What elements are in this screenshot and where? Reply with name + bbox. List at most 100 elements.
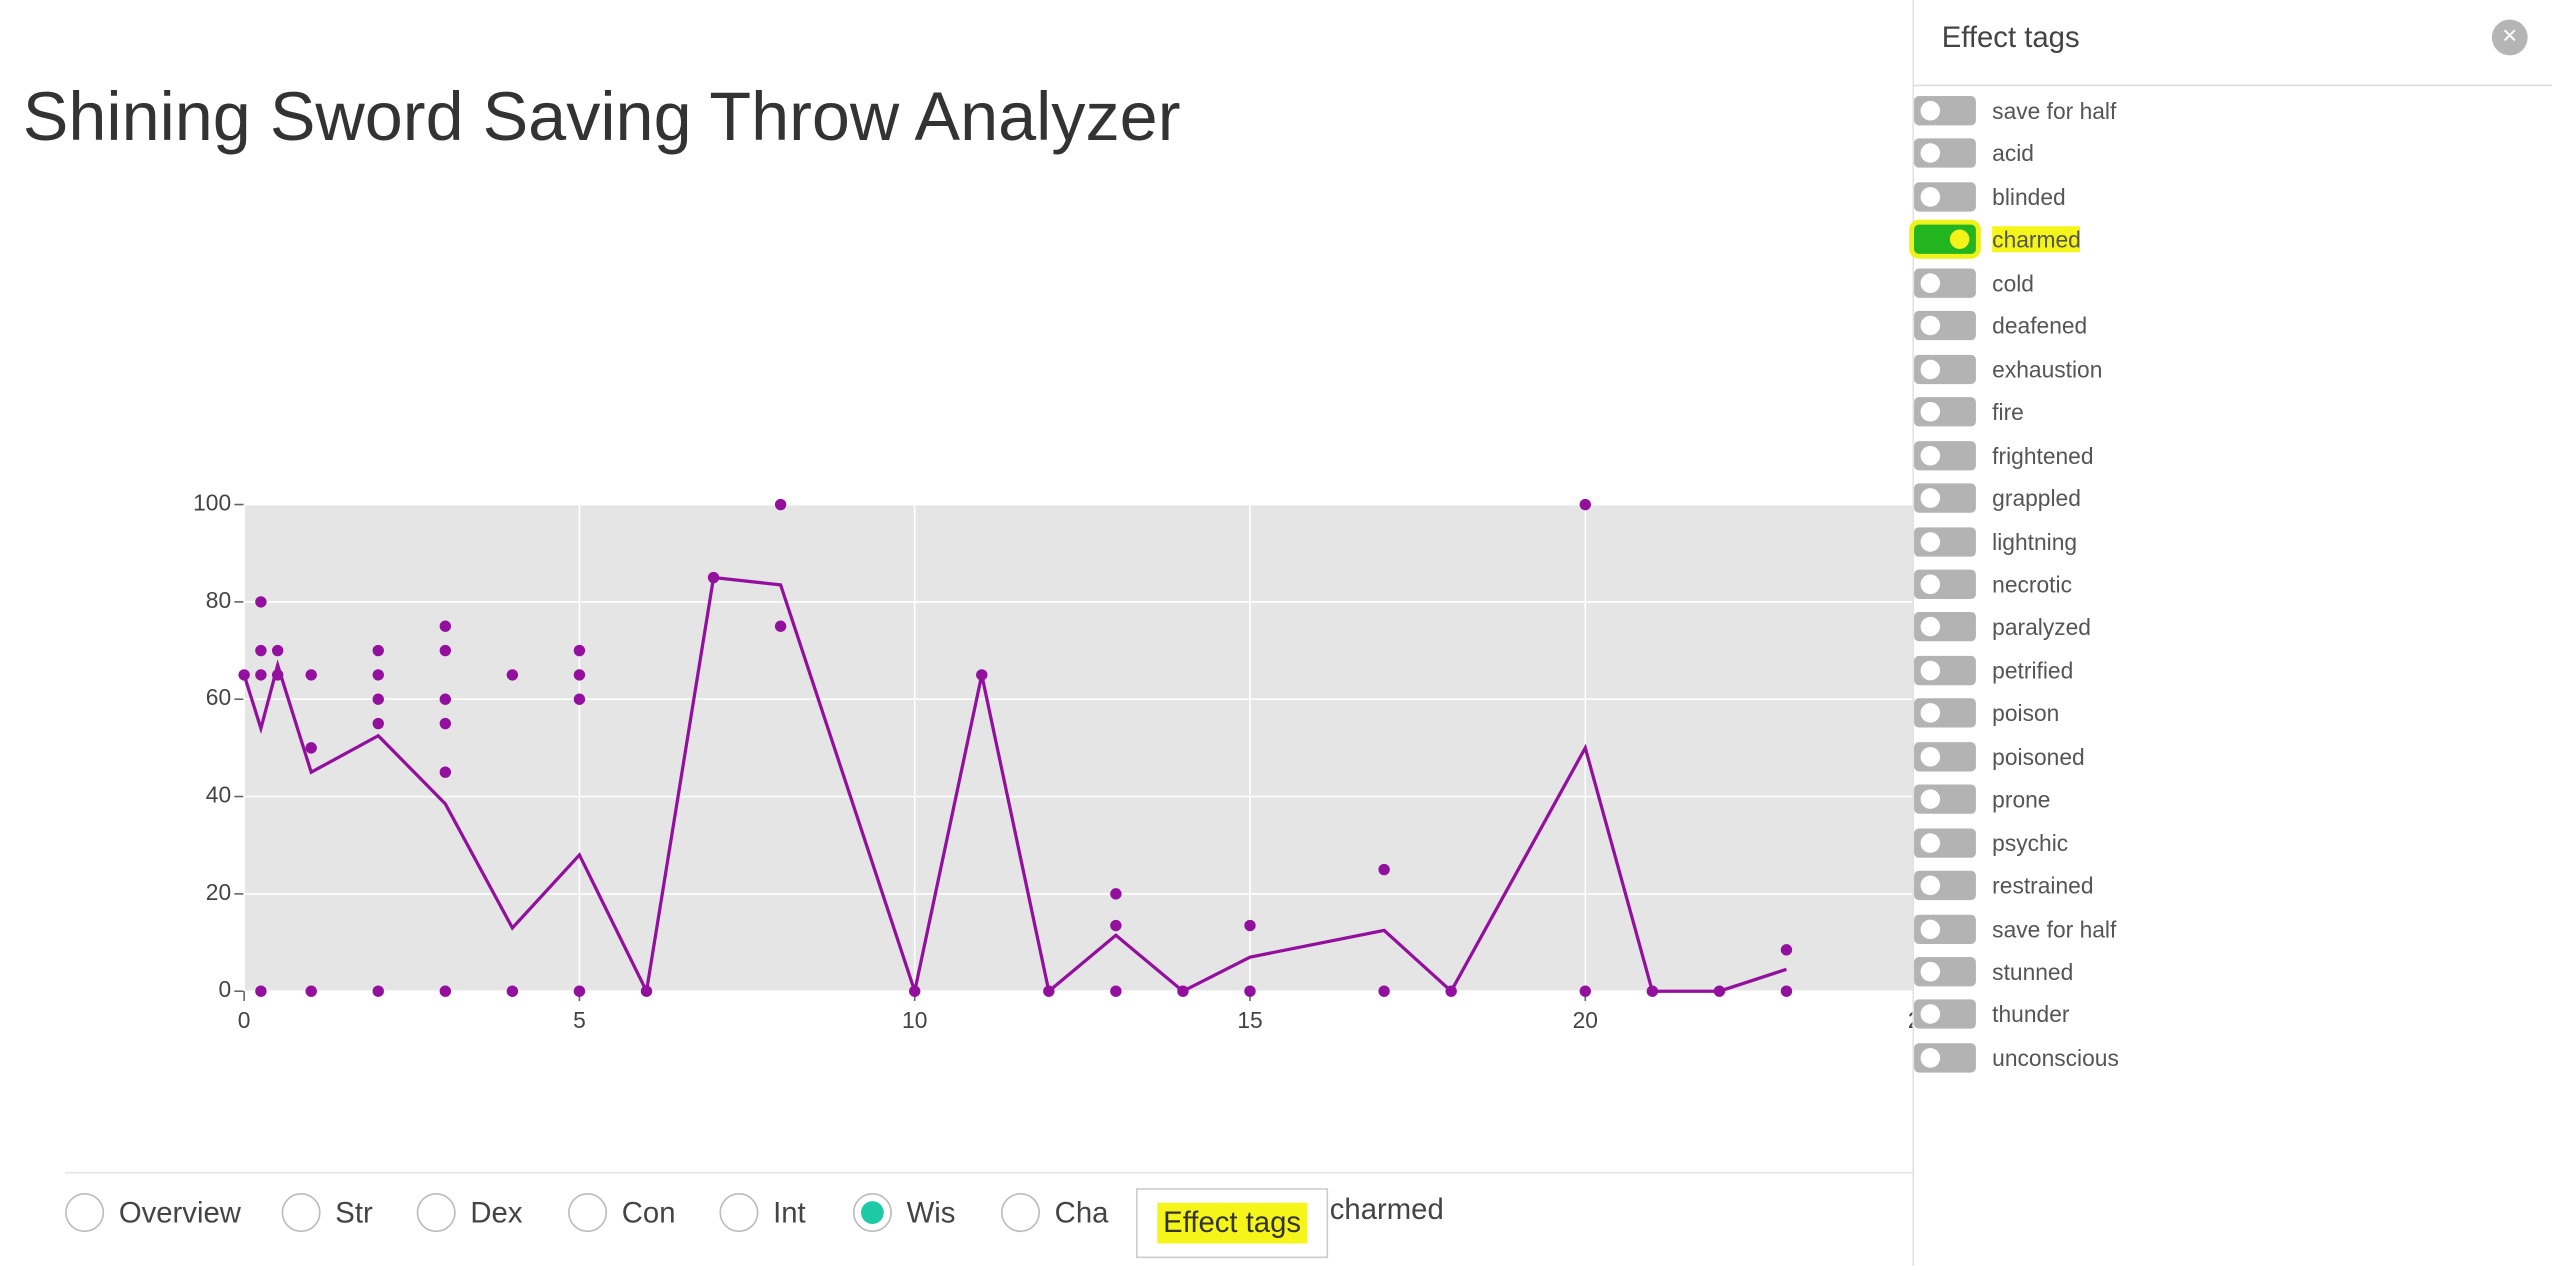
scatter-point xyxy=(372,644,384,657)
scatter-point xyxy=(774,620,787,632)
scatter-point xyxy=(573,669,586,681)
toggle[interactable] xyxy=(1914,1000,1976,1030)
scatter-point xyxy=(305,985,317,997)
toggle[interactable] xyxy=(1914,569,1976,599)
tag-row[interactable]: restrained xyxy=(1914,869,2094,902)
tag-row[interactable]: save for half xyxy=(1914,94,2116,127)
tab[interactable]: Dex xyxy=(416,1190,522,1236)
toggle[interactable] xyxy=(1914,913,1976,944)
tag-row[interactable]: petrified xyxy=(1914,654,2073,687)
toggle-knob xyxy=(1920,1047,1941,1068)
tag-row[interactable]: unconscious xyxy=(1914,1041,2119,1074)
tag-row[interactable]: stunned xyxy=(1914,955,2073,988)
y-tick-label: 80 xyxy=(206,587,231,613)
toggle[interactable] xyxy=(1914,827,1976,858)
toggle-knob xyxy=(1920,531,1941,551)
toggle-knob xyxy=(1920,961,1941,982)
tag-row[interactable]: acid xyxy=(1914,137,2034,170)
toggle-knob xyxy=(1920,832,1941,853)
tag-label: save for half xyxy=(1992,97,2117,124)
toggle[interactable] xyxy=(1914,225,1976,255)
toggle[interactable] xyxy=(1914,311,1976,341)
tag-row[interactable]: blinded xyxy=(1914,180,2066,213)
tag-row[interactable]: save for half xyxy=(1914,912,2116,945)
divider xyxy=(65,1171,1913,1174)
tag-row[interactable]: prone xyxy=(1914,783,2050,816)
toggle[interactable] xyxy=(1914,655,1976,685)
tag-row[interactable]: charmed xyxy=(1914,224,2081,257)
tag-row[interactable]: poison xyxy=(1914,697,2059,730)
scatter-point xyxy=(1579,985,1591,997)
radio-dot xyxy=(861,1201,884,1224)
effect-tags-button[interactable]: Effect tags xyxy=(1136,1188,1329,1259)
scatter-point xyxy=(774,498,787,511)
tag-row[interactable]: cold xyxy=(1914,267,2034,300)
toggle-knob xyxy=(1920,359,1941,379)
tag-row[interactable]: fire xyxy=(1914,396,2024,429)
toggle[interactable] xyxy=(1914,612,1976,642)
active-tag: charmed xyxy=(1329,1193,1444,1226)
scatter-point xyxy=(255,669,267,681)
toggle[interactable] xyxy=(1914,526,1976,556)
toggle-knob xyxy=(1920,273,1941,293)
tag-label: frightened xyxy=(1992,442,2094,469)
toggle[interactable] xyxy=(1914,741,1976,772)
tag-label: prone xyxy=(1992,786,2051,813)
toggle[interactable] xyxy=(1914,1043,1976,1073)
tag-label: deafened xyxy=(1992,312,2088,339)
tag-row[interactable]: paralyzed xyxy=(1914,611,2091,644)
plot-area xyxy=(244,504,1921,992)
toggle-knob xyxy=(1920,918,1941,939)
radio-button xyxy=(65,1193,105,1233)
scatter-point xyxy=(573,985,586,997)
tab[interactable]: Overview xyxy=(65,1190,241,1236)
toggle[interactable] xyxy=(1914,870,1976,901)
tab[interactable]: Int xyxy=(719,1190,806,1236)
x-tick-label: 20 xyxy=(1573,1007,1598,1033)
divider xyxy=(1914,84,2552,87)
toggle-knob xyxy=(1920,703,1941,724)
tag-label: acid xyxy=(1992,140,2034,167)
scatter-point xyxy=(1043,985,1055,997)
scatter-point xyxy=(1177,985,1189,997)
tag-row[interactable]: necrotic xyxy=(1914,568,2072,601)
toggle[interactable] xyxy=(1914,698,1976,729)
scatter-point xyxy=(1110,888,1122,900)
scatter-point xyxy=(1713,985,1726,997)
tag-label: fire xyxy=(1992,398,2024,426)
tag-row[interactable]: grappled xyxy=(1914,482,2081,515)
radio-button xyxy=(568,1193,608,1233)
tag-row[interactable]: psychic xyxy=(1914,826,2068,859)
close-button[interactable]: × xyxy=(2491,19,2528,56)
tab[interactable]: Wis xyxy=(852,1190,955,1236)
toggle[interactable] xyxy=(1914,268,1976,298)
scatter-point xyxy=(1110,919,1122,932)
tag-row[interactable]: frightened xyxy=(1914,439,2094,472)
tag-row[interactable]: thunder xyxy=(1914,998,2069,1031)
toggle[interactable] xyxy=(1914,483,1976,513)
scatter-point xyxy=(506,985,519,997)
tab[interactable]: Cha xyxy=(1000,1190,1108,1236)
tag-label: psychic xyxy=(1992,829,2069,856)
tag-row[interactable]: poisoned xyxy=(1914,740,2085,773)
toggle[interactable] xyxy=(1914,784,1976,815)
toggle[interactable] xyxy=(1914,397,1976,427)
tab[interactable]: Con xyxy=(568,1190,676,1236)
panel-title: Effect tags xyxy=(1941,21,2080,54)
toggle[interactable] xyxy=(1914,957,1976,987)
toggle-knob xyxy=(1920,100,1941,121)
toggle[interactable] xyxy=(1914,139,1976,169)
tag-label: poisoned xyxy=(1992,743,2085,770)
toggle[interactable] xyxy=(1914,182,1976,212)
toggle[interactable] xyxy=(1914,440,1976,470)
tag-row[interactable]: exhaustion xyxy=(1914,353,2102,386)
scatter-point xyxy=(573,644,586,657)
tag-row[interactable]: deafened xyxy=(1914,310,2087,343)
toggle-knob xyxy=(1920,402,1941,422)
tag-row[interactable]: lightning xyxy=(1914,525,2077,558)
toggle[interactable] xyxy=(1914,354,1976,384)
toggle[interactable] xyxy=(1914,96,1976,126)
tab[interactable]: Str xyxy=(281,1190,373,1236)
